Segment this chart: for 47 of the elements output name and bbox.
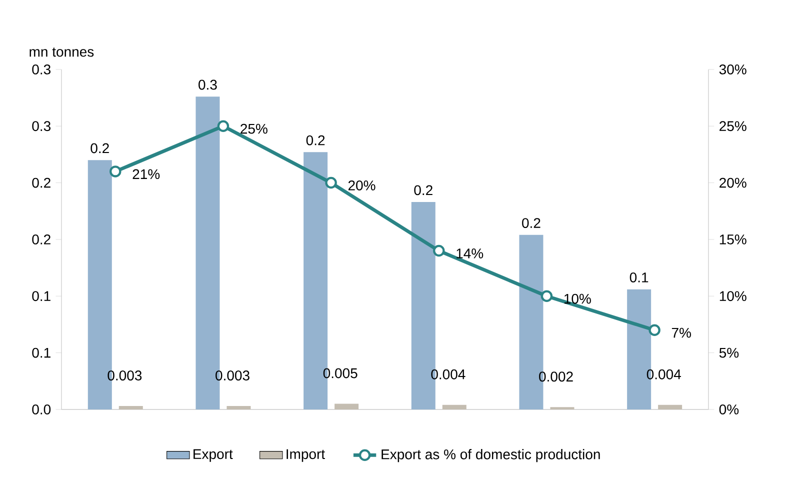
data-label: 7% — [672, 328, 691, 338]
bar — [334, 404, 359, 410]
data-label: 14% — [456, 248, 484, 258]
data-label: 0.1 — [630, 272, 648, 282]
data-label: 20% — [348, 180, 376, 190]
y-tick-label: 0.1 — [32, 291, 50, 302]
point — [110, 166, 122, 178]
data-label: 21% — [132, 169, 160, 180]
data-label: 0.2 — [90, 143, 109, 154]
data-label: 0.003 — [108, 370, 142, 380]
y2-tick-label: 0% — [719, 404, 739, 414]
y-tick-label: 0.3 — [32, 64, 50, 74]
bar — [442, 404, 466, 410]
data-label: 0.2 — [414, 185, 432, 196]
y-axis-title: mn tonnes — [30, 48, 94, 57]
legend-label: Export — [194, 449, 233, 462]
y2-tick-label: 10% — [720, 291, 746, 302]
bar — [118, 406, 143, 410]
y2-tick-label: 30% — [719, 64, 746, 74]
y-tick-label: 0.2 — [32, 178, 50, 188]
y2-tick-label: 15% — [720, 234, 746, 244]
data-label: 0.004 — [646, 369, 681, 380]
legend-label: Import — [286, 449, 325, 462]
y2-tick-label: 5% — [719, 348, 739, 358]
point — [540, 290, 553, 302]
data-label: 0.005 — [323, 368, 358, 378]
y2-tick-label: 25% — [720, 121, 746, 132]
data-label: 0.004 — [431, 369, 466, 380]
y-tick-label: 0.0 — [32, 404, 51, 414]
data-label: 0.003 — [216, 370, 250, 380]
data-label: 0.2 — [306, 135, 325, 146]
data-label: 25% — [240, 124, 268, 134]
y-tick-label: 0.1 — [32, 348, 50, 358]
point — [433, 244, 445, 257]
bar — [658, 404, 682, 410]
y2-tick-label: 20% — [720, 178, 746, 188]
data-label: 0.002 — [539, 372, 573, 382]
point — [648, 324, 660, 336]
y-tick-label: 0.2 — [32, 234, 50, 244]
y-tick-label: 0.3 — [32, 121, 50, 132]
data-label: 0.3 — [198, 80, 217, 90]
bar — [226, 406, 251, 410]
point — [325, 176, 337, 189]
legend-label: Export as % of domestic production — [382, 449, 600, 462]
data-label: 0.2 — [522, 218, 540, 228]
data-label: 10% — [564, 294, 591, 304]
point — [217, 120, 230, 132]
